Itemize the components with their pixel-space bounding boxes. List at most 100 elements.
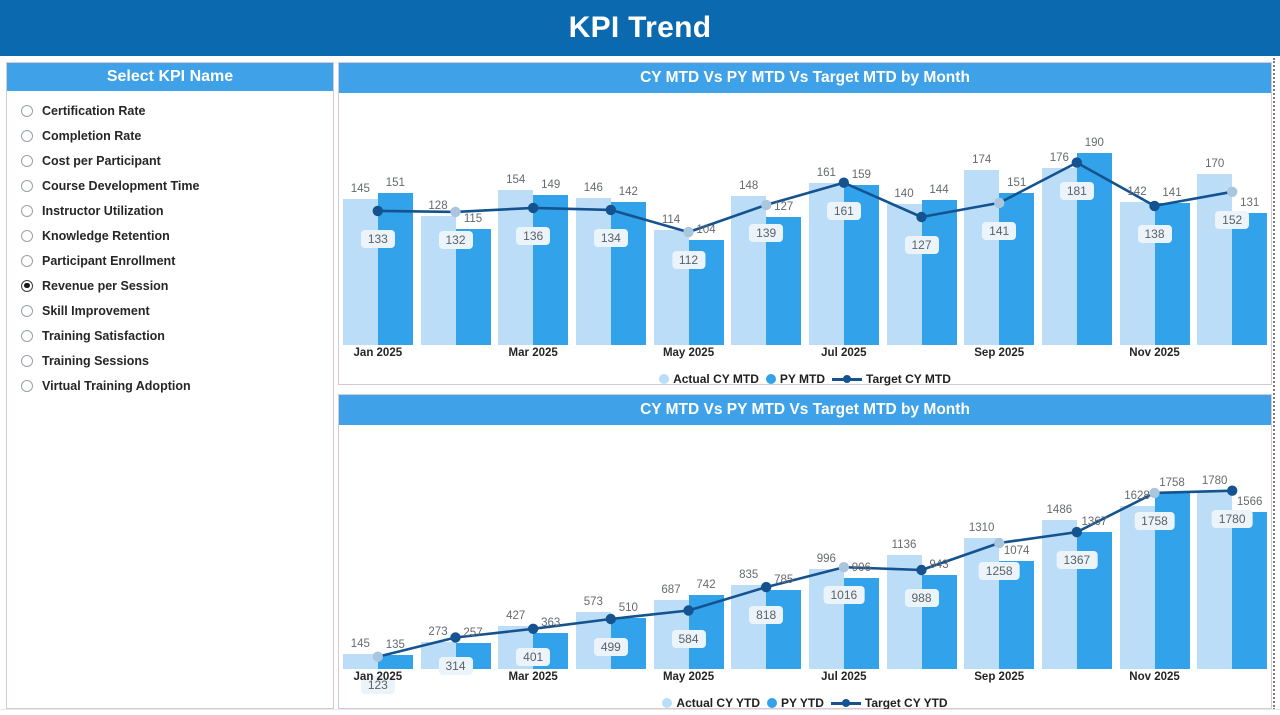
bottom-strip — [0, 709, 1280, 715]
radio-icon[interactable] — [21, 104, 33, 117]
bar-actual[interactable] — [731, 195, 767, 345]
slicer-option-virtual-training-adoption[interactable]: Virtual Training Adoption — [7, 373, 333, 398]
value-label-py: 144 — [929, 183, 949, 196]
bar-actual[interactable] — [498, 189, 534, 345]
radio-icon[interactable] — [21, 129, 33, 142]
slicer-option-label: Cost per Participant — [42, 153, 161, 168]
x-axis-tick — [727, 345, 805, 367]
bar-actual[interactable] — [964, 537, 1000, 669]
radio-icon[interactable] — [21, 354, 33, 367]
radio-selected-icon[interactable] — [21, 279, 33, 292]
slicer-option-label: Completion Rate — [42, 128, 142, 143]
bar-actual[interactable] — [886, 203, 922, 345]
bar-py[interactable] — [921, 199, 957, 345]
legend-item[interactable]: Actual CY MTD — [659, 372, 759, 386]
legend-label: Target CY MTD — [866, 372, 951, 386]
legend-item[interactable]: Target CY MTD — [832, 372, 951, 386]
radio-icon[interactable] — [21, 229, 33, 242]
slicer-option-skill-improvement[interactable]: Skill Improvement — [7, 298, 333, 323]
legend-item[interactable]: Actual CY YTD — [662, 696, 760, 710]
legend-dot-icon — [659, 374, 670, 384]
slicer-option-training-sessions[interactable]: Training Sessions — [7, 348, 333, 373]
bar-py[interactable] — [533, 194, 569, 345]
bar-py[interactable] — [610, 201, 646, 345]
bar-actual[interactable] — [1119, 505, 1155, 669]
x-axis-tick: Jul 2025 — [805, 669, 883, 691]
slicer-option-revenue-per-session[interactable]: Revenue per Session — [7, 273, 333, 298]
chart-column[interactable] — [960, 93, 1038, 345]
slicer-option-training-satisfaction[interactable]: Training Satisfaction — [7, 323, 333, 348]
slicer-option-instructor-utilization[interactable]: Instructor Utilization — [7, 198, 333, 223]
x-axis-tick: Sep 2025 — [960, 345, 1038, 367]
value-label-actual: 427 — [506, 610, 526, 623]
x-axis-tick: Mar 2025 — [494, 345, 572, 367]
bar-py[interactable] — [377, 655, 413, 669]
bar-actual[interactable] — [342, 654, 378, 669]
bar-actual[interactable] — [964, 169, 1000, 345]
bar-actual[interactable] — [808, 569, 844, 669]
x-axis-ytd: Jan 2025 Mar 2025 May 2025 Jul 2025 Sep 2025… — [339, 669, 1271, 691]
radio-icon[interactable] — [21, 254, 33, 267]
value-label-py: 190 — [1084, 137, 1104, 150]
radio-icon[interactable] — [21, 204, 33, 217]
slicer-option-knowledge-retention[interactable]: Knowledge Retention — [7, 223, 333, 248]
bar-actual[interactable] — [575, 197, 611, 345]
bar-actual[interactable] — [731, 585, 767, 669]
chart-column[interactable] — [494, 93, 572, 345]
bar-actual[interactable] — [653, 230, 689, 345]
bar-py[interactable] — [999, 192, 1035, 345]
value-label-py: 149 — [541, 178, 561, 191]
target-data-label: 136 — [516, 226, 551, 245]
slicer-option-certification-rate[interactable]: Certification Rate — [7, 98, 333, 123]
bar-py[interactable] — [1232, 512, 1268, 669]
radio-icon[interactable] — [21, 179, 33, 192]
value-label-py: 104 — [696, 224, 716, 237]
value-label-actual: 140 — [894, 187, 914, 200]
x-axis-tick: Mar 2025 — [494, 669, 572, 691]
bar-actual[interactable] — [1041, 520, 1077, 669]
radio-icon[interactable] — [21, 304, 33, 317]
legend-label: PY MTD — [779, 372, 825, 386]
bar-py[interactable] — [766, 590, 802, 669]
legend-item[interactable]: PY YTD — [766, 696, 824, 710]
radio-icon[interactable] — [21, 329, 33, 342]
slicer-option-label: Skill Improvement — [42, 303, 150, 318]
legend-item[interactable]: Target CY YTD — [830, 696, 948, 710]
chart-column[interactable] — [883, 93, 961, 345]
page-edge-guide — [1273, 58, 1275, 710]
bar-actual[interactable] — [1197, 173, 1233, 345]
bar-pair — [572, 93, 650, 345]
slicer-option-participant-enrollment[interactable]: Participant Enrollment — [7, 248, 333, 273]
radio-icon[interactable] — [21, 154, 33, 167]
target-data-label: 152 — [1215, 210, 1250, 229]
bar-actual[interactable] — [886, 555, 922, 669]
slicer-option-completion-rate[interactable]: Completion Rate — [7, 123, 333, 148]
legend-dot-icon — [765, 374, 776, 384]
chart-column[interactable] — [339, 93, 417, 345]
legend-item[interactable]: PY MTD — [765, 372, 825, 386]
value-label-py: 141 — [1162, 186, 1182, 199]
value-label-actual: 573 — [583, 595, 603, 608]
chart-column[interactable] — [727, 425, 805, 669]
chart-column[interactable] — [1193, 93, 1271, 345]
bar-py[interactable] — [1232, 212, 1268, 345]
value-label-py: 906 — [851, 562, 871, 575]
bar-pair — [339, 93, 417, 345]
bar-py[interactable] — [377, 192, 413, 345]
chart-column[interactable] — [572, 93, 650, 345]
x-axis-tick-label: Jul 2025 — [821, 671, 867, 683]
slicer-option-label: Knowledge Retention — [42, 228, 170, 243]
plot-area-ytd: 145 135 273 257 427 363 573 510 687 742 835 785 996 9… — [339, 425, 1271, 694]
x-axis-tick: Sep 2025 — [960, 669, 1038, 691]
target-data-label: 132 — [438, 230, 473, 249]
radio-icon[interactable] — [21, 379, 33, 392]
slicer-option-cost-per-participant[interactable]: Cost per Participant — [7, 148, 333, 173]
slicer-option-course-development-time[interactable]: Course Development Time — [7, 173, 333, 198]
target-data-label: 112 — [671, 251, 706, 270]
chart-column[interactable] — [339, 425, 417, 669]
x-axis-tick-label: May 2025 — [662, 671, 715, 683]
value-label-actual: 146 — [583, 181, 603, 194]
bar-actual[interactable] — [342, 198, 378, 345]
chart-column[interactable] — [417, 93, 495, 345]
value-label-actual: 996 — [816, 553, 836, 566]
